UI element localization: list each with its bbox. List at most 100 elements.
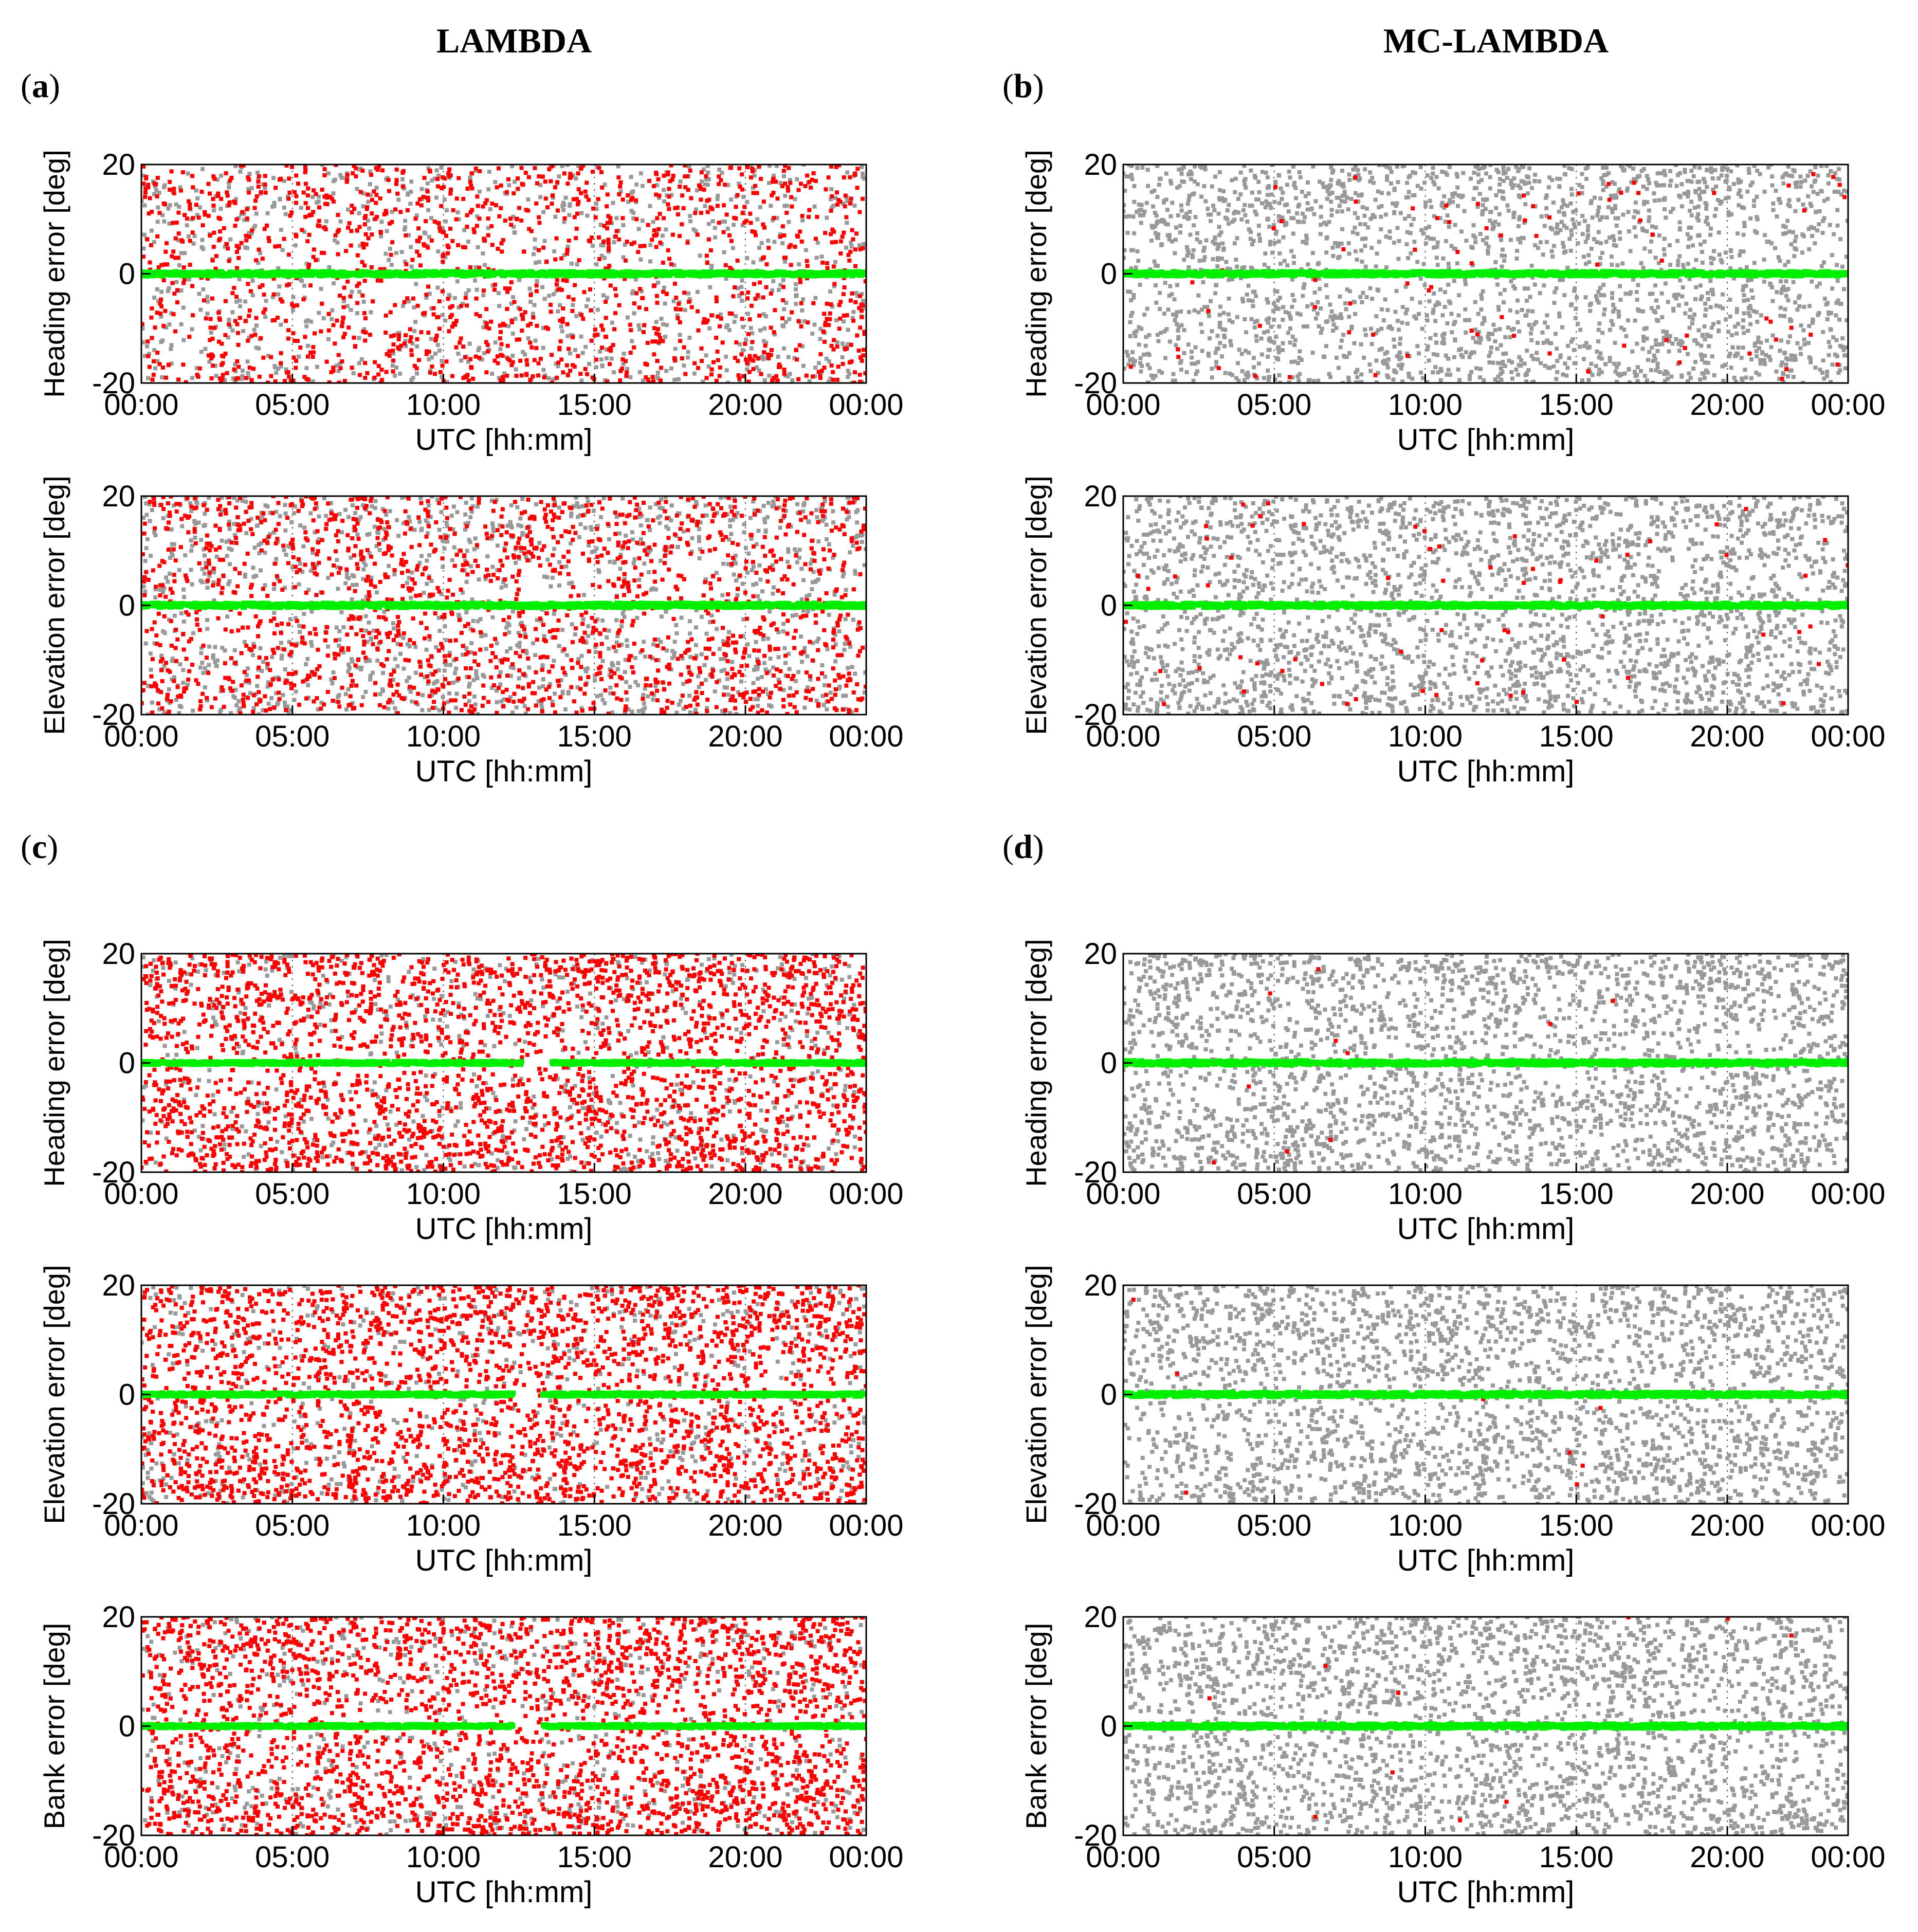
wrong-fix-point <box>449 187 453 192</box>
wrong-fix-point <box>384 370 389 374</box>
wrong-fix-point <box>468 210 473 214</box>
wrong-fix-point <box>829 501 833 506</box>
wrong-fix-point <box>342 285 346 290</box>
wrong-fix-point <box>668 179 672 184</box>
float-point <box>277 284 282 289</box>
float-point <box>505 523 510 528</box>
wrong-fix-point <box>490 243 495 247</box>
float-point <box>329 677 334 682</box>
float-point <box>252 545 257 550</box>
float-point <box>854 510 858 515</box>
wrong-fix-point <box>446 297 450 301</box>
wrong-fix-point <box>542 375 546 379</box>
wrong-fix-point <box>394 178 399 183</box>
wrong-fix-point <box>362 222 367 227</box>
wrong-fix-point <box>206 213 211 218</box>
float-point <box>166 289 170 294</box>
wrong-fix-point <box>532 358 537 362</box>
wrong-fix-point <box>553 185 557 190</box>
float-point <box>367 532 372 536</box>
float-point <box>167 221 172 226</box>
wrong-fix-point <box>349 243 353 248</box>
float-point <box>810 331 815 336</box>
wrong-fix-point <box>618 184 623 189</box>
float-point <box>394 365 399 370</box>
wrong-fix-point <box>687 299 691 304</box>
wrong-fix-point <box>163 594 168 599</box>
float-point <box>845 517 849 522</box>
float-point <box>325 644 330 649</box>
float-point <box>782 307 787 312</box>
wrong-fix-point <box>158 301 162 306</box>
float-point <box>812 322 817 327</box>
float-point <box>483 633 488 637</box>
wrong-fix-point <box>772 375 776 380</box>
wrong-fix-point <box>273 186 278 190</box>
wrong-fix-point <box>350 536 355 541</box>
wrong-fix-point <box>415 239 419 243</box>
wrong-fix-point <box>307 232 312 237</box>
float-point <box>167 322 172 327</box>
wrong-fix-point <box>604 316 608 320</box>
float-point <box>161 590 166 594</box>
wrong-fix-point <box>371 299 375 304</box>
wrong-fix-point <box>595 333 599 337</box>
float-point <box>726 380 730 383</box>
float-point <box>586 624 591 629</box>
float-point <box>771 591 775 596</box>
wrong-fix-point <box>363 316 368 321</box>
wrong-fix-point <box>565 373 570 377</box>
float-point <box>722 668 726 672</box>
float-point <box>474 669 479 673</box>
float-point <box>675 313 680 318</box>
float-point <box>813 296 818 300</box>
wrong-fix-point <box>581 317 586 321</box>
wrong-fix-point <box>212 176 217 181</box>
float-point <box>758 577 763 582</box>
float-point <box>476 348 481 353</box>
float-point <box>429 306 434 311</box>
wrong-fix-point <box>763 554 768 558</box>
wrong-fix-point <box>861 303 865 307</box>
wrong-fix-point <box>472 230 477 234</box>
float-point <box>436 173 441 178</box>
wrong-fix-point <box>819 369 824 373</box>
float-point <box>284 553 288 557</box>
wrong-fix-point <box>564 279 569 283</box>
float-point <box>335 565 340 570</box>
float-point <box>620 611 625 616</box>
wrong-fix-point <box>842 285 847 289</box>
wrong-fix-point <box>607 264 612 268</box>
float-point <box>830 205 834 210</box>
wrong-fix-point <box>303 165 307 169</box>
float-point <box>276 576 280 581</box>
wrong-fix-point <box>477 355 482 360</box>
float-point <box>455 210 460 215</box>
wrong-fix-point <box>450 374 454 378</box>
float-point <box>615 634 620 639</box>
float-point <box>404 344 408 349</box>
float-point <box>741 195 746 199</box>
wrong-fix-point <box>154 182 158 187</box>
wrong-fix-point <box>555 208 560 213</box>
wrong-fix-point <box>748 357 753 361</box>
wrong-fix-point <box>286 252 291 257</box>
wrong-fix-point <box>269 355 273 359</box>
wrong-fix-point <box>549 302 553 307</box>
float-point <box>629 209 634 213</box>
wrong-fix-point <box>359 549 363 554</box>
float-point <box>354 582 359 587</box>
float-point <box>464 291 468 296</box>
wrong-fix-point <box>428 169 432 174</box>
float-point <box>271 176 276 180</box>
float-point <box>147 502 152 507</box>
wrong-fix-point <box>848 298 853 303</box>
float-point <box>757 245 762 250</box>
float-point <box>792 356 797 360</box>
wrong-fix-point <box>415 303 420 308</box>
float-point <box>357 167 362 172</box>
wrong-fix-point <box>555 180 560 185</box>
wrong-fix-point <box>704 174 708 178</box>
float-point <box>637 327 642 332</box>
float-point <box>170 659 174 663</box>
